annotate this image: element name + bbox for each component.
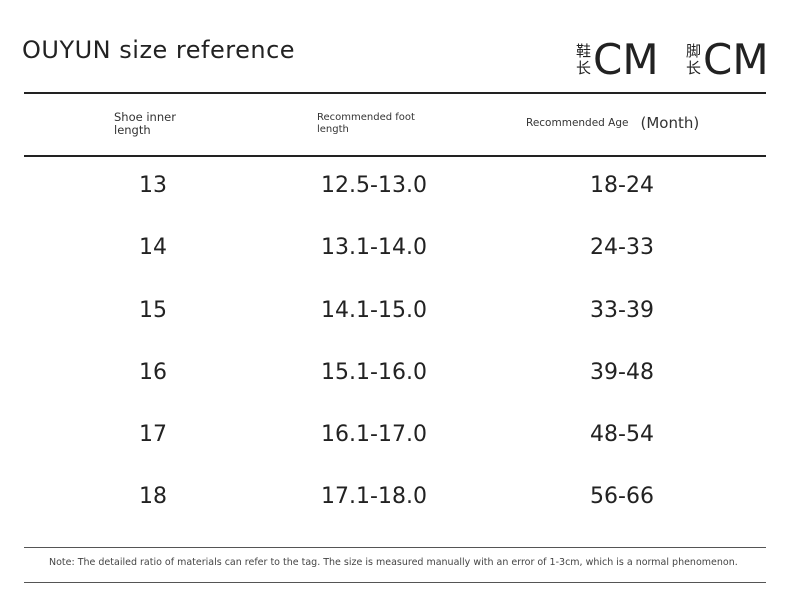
- header-line: Recommended Age: [526, 117, 629, 129]
- table-row: 13 12.5-13.0 18-24: [0, 173, 790, 213]
- unit-cm: CM: [703, 35, 769, 84]
- age-cell: 56-66: [590, 484, 654, 509]
- table-row: 17 16.1-17.0 48-54: [0, 422, 790, 462]
- header-unit: (Month): [640, 114, 700, 132]
- shoe-length-cell: 18: [139, 484, 167, 509]
- foot-length-unit: 脚 长 CM: [686, 38, 769, 82]
- unit-label-bottom: 长: [576, 59, 592, 77]
- table-row: 14 13.1-14.0 24-33: [0, 235, 790, 275]
- header-shoe-inner-length: Shoe inner length: [114, 111, 176, 137]
- shoe-length-cell: 14: [139, 235, 167, 260]
- header-recommended-age: Recommended Age (Month): [526, 114, 700, 132]
- shoe-length-cell: 15: [139, 298, 167, 323]
- shoe-length-cell: 13: [139, 173, 167, 198]
- header-recommended-foot-length: Recommended foot length: [317, 112, 415, 136]
- note-bottom-rule: [24, 582, 766, 583]
- age-cell: 24-33: [590, 235, 654, 260]
- foot-length-cell: 14.1-15.0: [321, 298, 427, 323]
- age-cell: 33-39: [590, 298, 654, 323]
- foot-length-cell: 17.1-18.0: [321, 484, 427, 509]
- foot-length-cell: 16.1-17.0: [321, 422, 427, 447]
- header-bottom-rule: [24, 155, 766, 157]
- header-line: length: [114, 123, 151, 137]
- foot-length-cell: 13.1-14.0: [321, 235, 427, 260]
- page-title: OUYUN size reference: [22, 36, 296, 64]
- note-top-rule: [24, 547, 766, 548]
- table-row: 15 14.1-15.0 33-39: [0, 298, 790, 338]
- age-cell: 39-48: [590, 360, 654, 385]
- header-line: length: [317, 124, 349, 135]
- unit-cm: CM: [593, 35, 659, 84]
- header-line: Shoe inner: [114, 110, 176, 124]
- header-top-rule: [24, 92, 766, 94]
- age-cell: 18-24: [590, 173, 654, 198]
- footnote: Note: The detailed ratio of materials ca…: [49, 557, 738, 568]
- unit-label-top: 鞋: [576, 42, 592, 60]
- header-line: Recommended foot: [317, 112, 415, 123]
- shoe-length-cell: 16: [139, 360, 167, 385]
- table-row: 16 15.1-16.0 39-48: [0, 360, 790, 400]
- unit-label-top: 脚: [686, 42, 702, 60]
- foot-length-cell: 12.5-13.0: [321, 173, 427, 198]
- shoe-length-unit: 鞋 长 CM: [576, 38, 659, 82]
- shoe-length-cell: 17: [139, 422, 167, 447]
- table-row: 18 17.1-18.0 56-66: [0, 484, 790, 524]
- unit-label-bottom: 长: [686, 59, 702, 77]
- age-cell: 48-54: [590, 422, 654, 447]
- foot-length-cell: 15.1-16.0: [321, 360, 427, 385]
